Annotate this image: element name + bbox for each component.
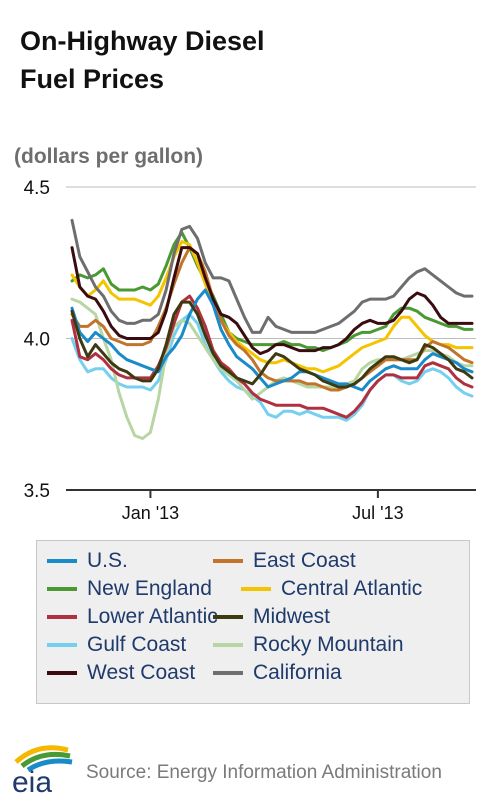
series-line-california [70,218,474,334]
line-chart: 3.5 4.0 4.5 Jan '13 Jul '13 [24,178,476,523]
eia-logo-icon: eia [12,745,73,796]
legend-item: U.S. [47,549,128,573]
legend-label: Rocky Mountain [253,633,404,656]
chart-legend: U.S. East Coast New England Central Atlanti… [36,540,470,704]
legend-swatch [213,643,243,647]
legend-label: New England [87,577,212,600]
legend-item: Lower Atlantic [47,605,218,629]
series-line-central-atlantic [70,240,474,374]
legend-label: Gulf Coast [87,633,187,656]
legend-item: West Coast [47,661,195,685]
legend-label: East Coast [253,549,356,572]
source-note: Source: Energy Information Administratio… [86,762,442,783]
legend-swatch [47,643,77,647]
y-tick-label: 4.0 [24,330,50,351]
svg-text:eia: eia [12,766,52,796]
legend-item: East Coast [213,549,356,573]
legend-label: California [253,661,342,684]
legend-swatch [47,559,77,563]
series-line-west-coast [70,246,474,356]
y-tick-label: 3.5 [24,481,50,502]
legend-swatch [47,587,77,591]
legend-label: Central Atlantic [281,577,423,600]
legend-item: Gulf Coast [47,633,186,657]
chart-title-line-1: On-Highway Diesel [20,26,265,56]
footer: eia Source: Energy Information Administr… [0,740,500,800]
legend-item: New England [47,577,212,601]
legend-item: Rocky Mountain [213,633,404,657]
legend-swatch [213,559,243,563]
legend-item: Midwest [213,605,330,629]
legend-swatch [47,671,77,675]
series-line-new-england [70,231,474,353]
legend-swatch [47,615,77,619]
y-tick-label: 4.5 [24,178,50,199]
series-line-midwest [70,300,474,389]
legend-label: Lower Atlantic [87,605,218,628]
y-axis-unit-label: (dollars per gallon) [14,145,204,168]
legend-label: Midwest [253,605,331,628]
series-line-gulf-coast [70,312,474,422]
chart-title-line-2: Fuel Prices [20,64,165,94]
x-tick-label: Jan '13 [122,503,179,523]
legend-label: U.S. [87,549,128,572]
x-tick-label: Jul '13 [352,503,403,523]
legend-label: West Coast [87,661,196,684]
legend-item: California [213,661,342,685]
legend-swatch [241,587,271,591]
legend-swatch [213,615,243,619]
series-line-u-s [70,288,474,392]
axis-layer: 3.5 4.0 4.5 Jan '13 Jul '13 [24,178,404,523]
series-layer [70,218,474,440]
legend-item: Central Atlantic [241,577,422,601]
chart-title: On-Highway Diesel Fuel Prices [20,22,440,98]
legend-swatch [213,671,243,675]
